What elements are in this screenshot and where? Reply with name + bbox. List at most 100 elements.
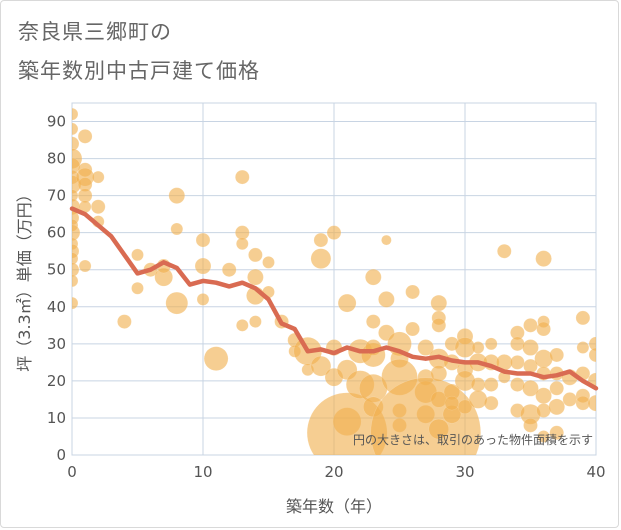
bubble-point <box>326 225 342 240</box>
bubble-point <box>77 129 93 144</box>
bubble-point <box>549 381 564 396</box>
bubble-point <box>430 365 448 382</box>
bubble-point <box>523 318 538 333</box>
bubble-point <box>236 237 249 251</box>
bubble-point <box>588 347 596 363</box>
bubble-point <box>588 336 596 352</box>
bubble-point <box>430 294 448 312</box>
bubble-point <box>497 243 512 259</box>
chart-title-line1: 奈良県三郷町の <box>18 20 172 44</box>
bubble-point <box>483 395 499 411</box>
trend-line-series <box>69 206 599 391</box>
bubble-point <box>72 274 79 288</box>
bubble-point <box>236 319 249 332</box>
y-tick-label: 0 <box>56 446 66 464</box>
chart-title-line2: 築年数別中古戸建て価格 <box>18 59 260 83</box>
bubble-point <box>310 355 332 377</box>
bubble-point <box>536 321 551 337</box>
bubble-point <box>405 284 420 300</box>
bubble-point <box>522 339 539 356</box>
bubble-size-annotation: 円の大きさは、取引のあった物件面積を示す <box>353 432 593 447</box>
bubble-point <box>235 169 250 185</box>
y-tick-label: 30 <box>47 335 66 353</box>
y-tick-label: 90 <box>47 113 66 131</box>
bubble-point <box>72 252 79 265</box>
bubble-point <box>72 107 79 121</box>
x-tick-label: 0 <box>67 463 77 481</box>
bubble-point <box>117 314 132 329</box>
bubble-point <box>483 377 499 392</box>
x-tick-label: 40 <box>586 463 605 481</box>
bubble-point <box>576 341 590 354</box>
bubble-point <box>72 122 79 136</box>
bubble-point <box>221 262 237 277</box>
bubble-point <box>90 199 106 214</box>
bubble-point <box>535 387 552 404</box>
bubble-point <box>549 347 564 363</box>
bubble-point <box>170 222 184 236</box>
bubble-point <box>537 430 550 443</box>
bubble-point <box>310 248 332 269</box>
bubble-point <box>536 403 551 418</box>
bubble-point <box>168 187 186 204</box>
bubble-point <box>522 380 539 397</box>
bubble-point <box>548 398 565 416</box>
bubble-point <box>444 395 460 411</box>
y-tick-label: 70 <box>47 187 66 205</box>
bubble-point <box>428 418 450 440</box>
y-tick-label: 50 <box>47 261 66 279</box>
y-tick-label: 40 <box>47 298 66 316</box>
average-price-line <box>69 206 599 391</box>
bubble-point <box>194 257 212 275</box>
bubble-point <box>549 425 564 441</box>
bubble-point <box>72 189 79 202</box>
bubble-point <box>165 291 189 315</box>
bubble-point <box>431 318 447 333</box>
bubble-point <box>534 349 553 368</box>
axis-ticks: 0 10 20 30 40 50 60 70 80 90 0 10 20 30 40 <box>47 113 606 481</box>
bubble-point <box>378 291 395 308</box>
bubble-point <box>248 247 263 263</box>
bubble-point <box>72 262 80 277</box>
bubble-point <box>562 392 578 407</box>
bubble-point <box>457 399 473 415</box>
bubble-point <box>471 341 485 354</box>
bubble-point <box>247 268 264 286</box>
y-tick-label: 60 <box>47 224 66 242</box>
bubble-point <box>470 377 486 392</box>
x-axis-label: 築年数（年） <box>286 497 382 516</box>
bubble-point <box>575 310 591 326</box>
x-tick-label: 20 <box>324 463 343 481</box>
bubble-point <box>72 296 79 310</box>
x-tick-label: 10 <box>193 463 212 481</box>
bubble-point <box>587 394 596 412</box>
bubble-point <box>72 224 81 241</box>
y-tick-label: 20 <box>47 372 66 390</box>
bubble-point <box>313 232 329 248</box>
bubble-point <box>91 170 105 184</box>
bubble-point <box>484 337 498 351</box>
bubble-point <box>381 234 392 246</box>
bubble-point <box>523 418 538 433</box>
bubble-series <box>72 107 596 455</box>
bubble-point <box>417 339 434 356</box>
y-tick-label: 10 <box>47 409 66 427</box>
bubble-point <box>510 336 525 352</box>
bubble-point <box>195 232 211 248</box>
bubble-point <box>468 390 488 409</box>
bubble-point <box>196 293 210 306</box>
bubble-point <box>203 346 229 371</box>
bubble-point <box>366 314 381 329</box>
bubble-point <box>535 250 552 267</box>
bubble-point <box>78 259 92 273</box>
bubble-point <box>131 248 144 262</box>
bubble-point <box>510 377 525 392</box>
bubble-point <box>510 355 525 370</box>
bubble-point <box>405 321 420 337</box>
y-tick-label: 80 <box>47 150 66 168</box>
bubble-point <box>337 293 357 313</box>
bubble-point <box>131 282 144 295</box>
bubble-point <box>249 315 262 328</box>
bubble-point <box>72 136 80 152</box>
